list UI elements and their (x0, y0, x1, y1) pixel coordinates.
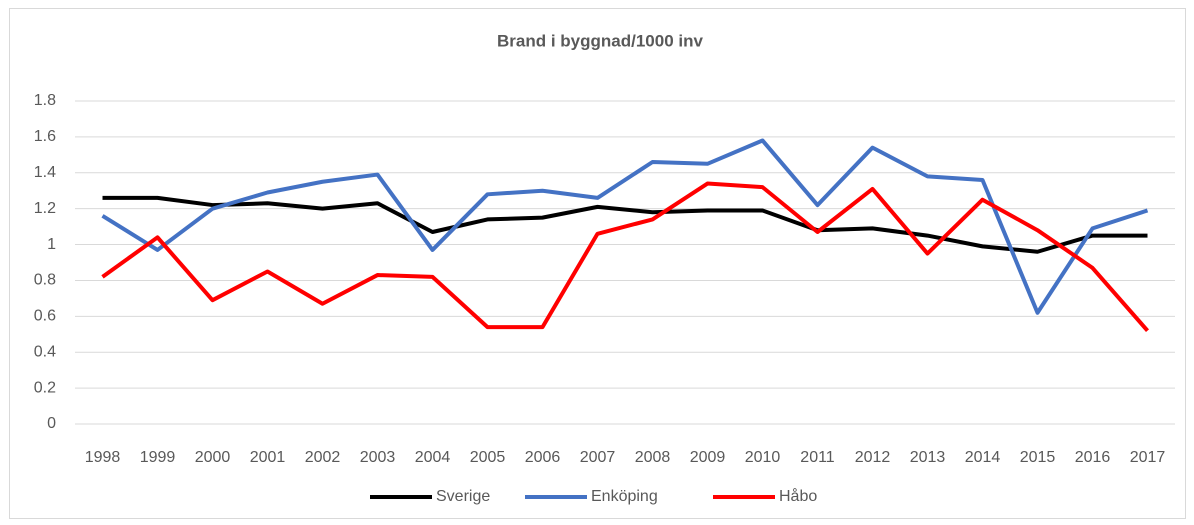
y-tick-label: 1.4 (34, 164, 56, 181)
x-tick-label: 2006 (525, 449, 561, 466)
y-tick-label: 1.8 (34, 92, 56, 109)
series-line (101, 181, 1150, 333)
x-tick-label: 2015 (1020, 449, 1056, 466)
x-tick-label: 2016 (1075, 449, 1111, 466)
x-tick-label: 1998 (85, 449, 121, 466)
x-tick-label: 2012 (855, 449, 891, 466)
x-tick-label: 2007 (580, 449, 616, 466)
x-tick-label: 2009 (690, 449, 726, 466)
chart-title: Brand i byggnad/1000 inv (497, 31, 703, 50)
x-tick-label: 2014 (965, 449, 1001, 466)
x-tick-label: 2005 (470, 449, 506, 466)
series-line (102, 195, 1148, 254)
x-tick-label: 1999 (140, 449, 176, 466)
x-tick-label: 2017 (1130, 449, 1166, 466)
series-line (101, 138, 1149, 315)
y-tick-label: 1 (47, 236, 56, 253)
y-tick-label: 0.6 (34, 308, 56, 325)
x-tick-label: 2010 (745, 449, 781, 466)
legend-label: Enköping (591, 488, 658, 505)
x-tick-label: 2002 (305, 449, 341, 466)
y-tick-label: 0.4 (34, 343, 56, 360)
chart-border (9, 8, 1186, 519)
y-tick-label: 1.6 (34, 128, 56, 145)
x-tick-label: 2008 (635, 449, 671, 466)
legend-label: Sverige (436, 488, 490, 505)
x-tick-label: 2013 (910, 449, 946, 466)
x-tick-label: 2001 (250, 449, 286, 466)
y-tick-label: 0.8 (34, 272, 56, 289)
y-tick-label: 0.2 (34, 379, 56, 396)
y-tick-label: 0 (47, 415, 56, 432)
y-tick-label: 1.2 (34, 200, 56, 217)
x-tick-label: 2003 (360, 449, 396, 466)
x-tick-label: 2011 (800, 449, 835, 466)
x-tick-label: 2000 (195, 449, 231, 466)
x-tick-label: 2004 (415, 449, 451, 466)
legend-label: Håbo (779, 487, 817, 505)
